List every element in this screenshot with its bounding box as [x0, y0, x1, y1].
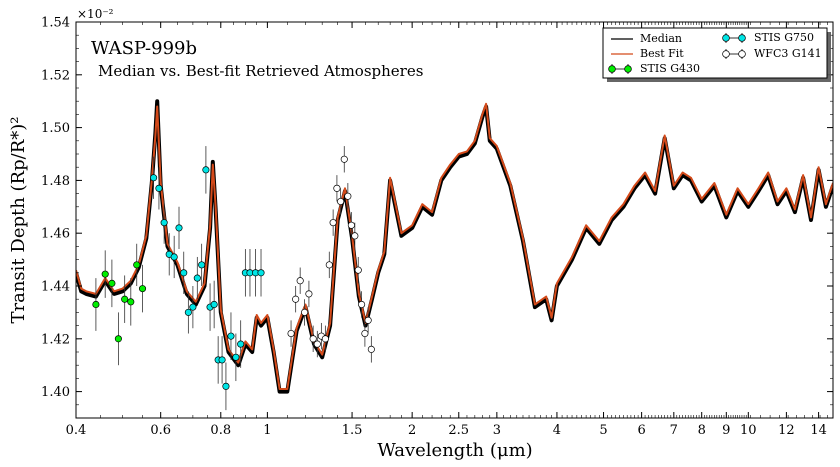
x-tick-label: 7 — [670, 423, 678, 438]
wfc3-g141-point — [287, 329, 295, 338]
stis-g750-point — [155, 184, 163, 192]
x-tick-label: 2.5 — [448, 423, 469, 438]
plot-area — [76, 99, 833, 411]
x-tick-label: 4 — [553, 423, 561, 438]
x-tick-label: 1.5 — [342, 423, 363, 438]
chart-subtitle: Median vs. Best-fit Retrieved Atmosphere… — [98, 62, 423, 80]
stis-g750-point — [150, 174, 158, 182]
legend-stis-g750-label: STIS G750 — [754, 31, 814, 44]
x-tick-label: 12 — [778, 423, 795, 438]
x-tick-label: 1 — [263, 423, 271, 438]
wfc3-g141-point — [296, 277, 304, 285]
stis-g750-point — [222, 382, 230, 390]
stis-g750-point — [227, 332, 235, 340]
x-tick-label: 3 — [493, 423, 501, 438]
x-tick-label: 9 — [722, 423, 730, 438]
wfc3-g141-point — [329, 219, 337, 227]
y-axis-label: Transit Depth (Rp/R*)² — [8, 117, 29, 324]
stis-g430-point — [92, 300, 100, 309]
stis-g750-point — [175, 224, 183, 232]
wfc3-g141-point — [340, 155, 348, 163]
x-tick-label: 0.4 — [66, 423, 87, 438]
y-tick-label: 1.46 — [41, 227, 70, 242]
wfc3-g141-point — [367, 345, 375, 353]
stis-g430-point — [121, 295, 129, 303]
stis-g750-point — [218, 356, 226, 364]
wfc3-g141-point — [364, 316, 372, 324]
stis-g430-point — [108, 279, 116, 287]
y-axis: 1.40 1.42 1.44 1.46 1.48 1.50 1.52 1.54 — [41, 16, 833, 406]
wfc3-g141-point — [313, 340, 321, 348]
stis-g430-point — [114, 335, 122, 343]
wfc3-g141-point — [321, 335, 329, 343]
wfc3-g141-point — [305, 290, 313, 298]
wfc3-g141-point — [344, 192, 352, 200]
stis-g430-point — [133, 261, 141, 269]
legend-stis-g750-swatch — [722, 33, 746, 43]
x-tick-label: 0.8 — [210, 423, 231, 438]
stis-g750-point — [180, 269, 188, 277]
wfc3-g141-point — [309, 335, 317, 343]
stis-g750-point — [232, 353, 240, 361]
wfc3-g141-point — [347, 221, 355, 229]
legend-best-fit-label: Best Fit — [640, 47, 684, 60]
x-tick-label: 5 — [599, 423, 607, 438]
stis-g750-point — [237, 340, 245, 348]
stis-g430-point — [127, 298, 135, 306]
wfc3-g141-point — [337, 197, 345, 206]
stis-g750-point — [193, 274, 201, 282]
wfc3-g141-point — [333, 184, 341, 192]
y-tick-label: 1.52 — [41, 68, 70, 83]
stis-g430-point — [138, 285, 147, 293]
x-tick-label: 2 — [408, 423, 416, 438]
stis-g750-point — [202, 166, 210, 174]
y-tick-label: 1.48 — [41, 174, 70, 189]
y-tick-label: 1.42 — [41, 332, 70, 347]
stis-g750-point — [257, 269, 265, 277]
stis-g750-point — [160, 219, 168, 227]
wfc3-g141-point — [325, 261, 333, 269]
y-tick-label: 1.54 — [41, 16, 70, 31]
chart-title: WASP-999b — [91, 38, 197, 59]
stis-g750-point — [189, 303, 197, 311]
wfc3-g141-point — [351, 232, 359, 240]
y-tick-label: 1.40 — [41, 385, 70, 400]
wfc3-g141-point — [354, 266, 362, 274]
legend-wfc3-g141-label: WFC3 G141 — [754, 47, 822, 60]
stis-g750-point — [170, 253, 178, 261]
y-tick-label: 1.50 — [41, 121, 70, 136]
legend-median-label: Median — [640, 32, 682, 45]
wfc3-g141-point — [292, 295, 300, 303]
wfc3-g141-point — [361, 329, 369, 338]
legend-stis-g430-swatch — [608, 64, 632, 74]
stis-g430-point — [101, 270, 109, 278]
legend-stis-g430-label: STIS G430 — [640, 62, 700, 75]
y-multiplier-label: ×10⁻² — [77, 7, 114, 21]
stis-g750-point — [210, 300, 218, 309]
wfc3-g141-point — [358, 300, 366, 309]
legend-wfc3-g141-swatch — [722, 49, 746, 59]
x-tick-label: 0.6 — [150, 423, 171, 438]
x-tick-label: 8 — [698, 423, 706, 438]
stis-g750-point — [198, 261, 206, 269]
x-axis: 0.4 0.6 0.8 1 1.5 2 2.5 3 4 5 6 7 8 9 10 12 14 — [66, 22, 828, 438]
legend-box — [602, 27, 828, 79]
x-tick-label: 14 — [810, 423, 827, 438]
x-tick-label: 10 — [740, 423, 757, 438]
x-tick-label: 6 — [637, 423, 645, 438]
wfc3-g141-point — [301, 308, 309, 316]
y-tick-label: 1.44 — [41, 280, 70, 295]
legend: Median Best Fit STIS G430 STIS G750 WFC3… — [602, 27, 831, 82]
x-axis-label: Wavelength (μm) — [377, 440, 532, 461]
stis-g750-point — [184, 308, 192, 316]
